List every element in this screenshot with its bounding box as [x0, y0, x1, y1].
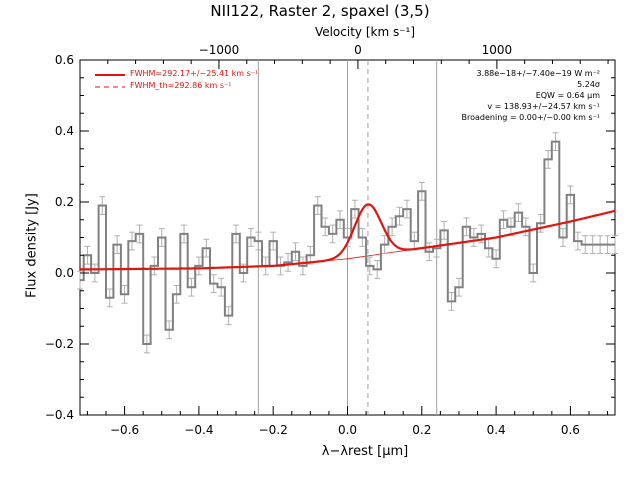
annotation-velocity: v = 138.93+/−24.57 km s⁻¹ — [487, 102, 600, 111]
annotation-eqw: EQW = 0.64 μm — [535, 91, 600, 100]
annotation-broadening: Broadening = 0.00+/−0.00 km s⁻¹ — [461, 113, 600, 122]
annotation-flux: 3.88e−18+/−7.40e−19 W m⁻² — [476, 69, 600, 78]
x-tick-label: −0.4 — [184, 423, 213, 437]
y-tick-label: −0.2 — [45, 337, 74, 351]
top-tick-label: 0 — [354, 43, 362, 57]
x-tick-label: 0.6 — [561, 423, 580, 437]
x-tick-label: −0.6 — [110, 423, 139, 437]
annotation-sigma: 5.24σ — [577, 80, 600, 89]
x-tick-label: −0.2 — [259, 423, 288, 437]
x-tick-label: 0.4 — [487, 423, 506, 437]
top-axis-label: Velocity [km s⁻¹] — [314, 25, 416, 39]
legend-label-theory: FWHM_th=292.86 km s⁻¹ — [130, 81, 232, 90]
y-tick-label: 0.2 — [55, 195, 74, 209]
x-axis-label: λ−λrest [μm] — [321, 444, 409, 459]
top-tick-label: −1000 — [199, 43, 240, 57]
y-tick-label: 0.6 — [55, 53, 74, 67]
x-tick-label: 0.0 — [338, 423, 357, 437]
legend-label-fit: FWHM=292.17+/−25.41 km s⁻¹ — [130, 69, 259, 78]
chart-title: NII122, Raster 2, spaxel (3,5) — [210, 2, 430, 20]
y-tick-label: 0.0 — [55, 266, 74, 280]
top-tick-label: 1000 — [482, 43, 513, 57]
x-tick-label: 0.2 — [412, 423, 431, 437]
fit-line — [80, 203, 616, 271]
spectrum-line — [80, 140, 615, 345]
y-tick-label: −0.4 — [45, 408, 74, 422]
y-tick-label: 0.4 — [55, 124, 74, 138]
y-axis-label: Flux density [Jy] — [24, 193, 40, 298]
